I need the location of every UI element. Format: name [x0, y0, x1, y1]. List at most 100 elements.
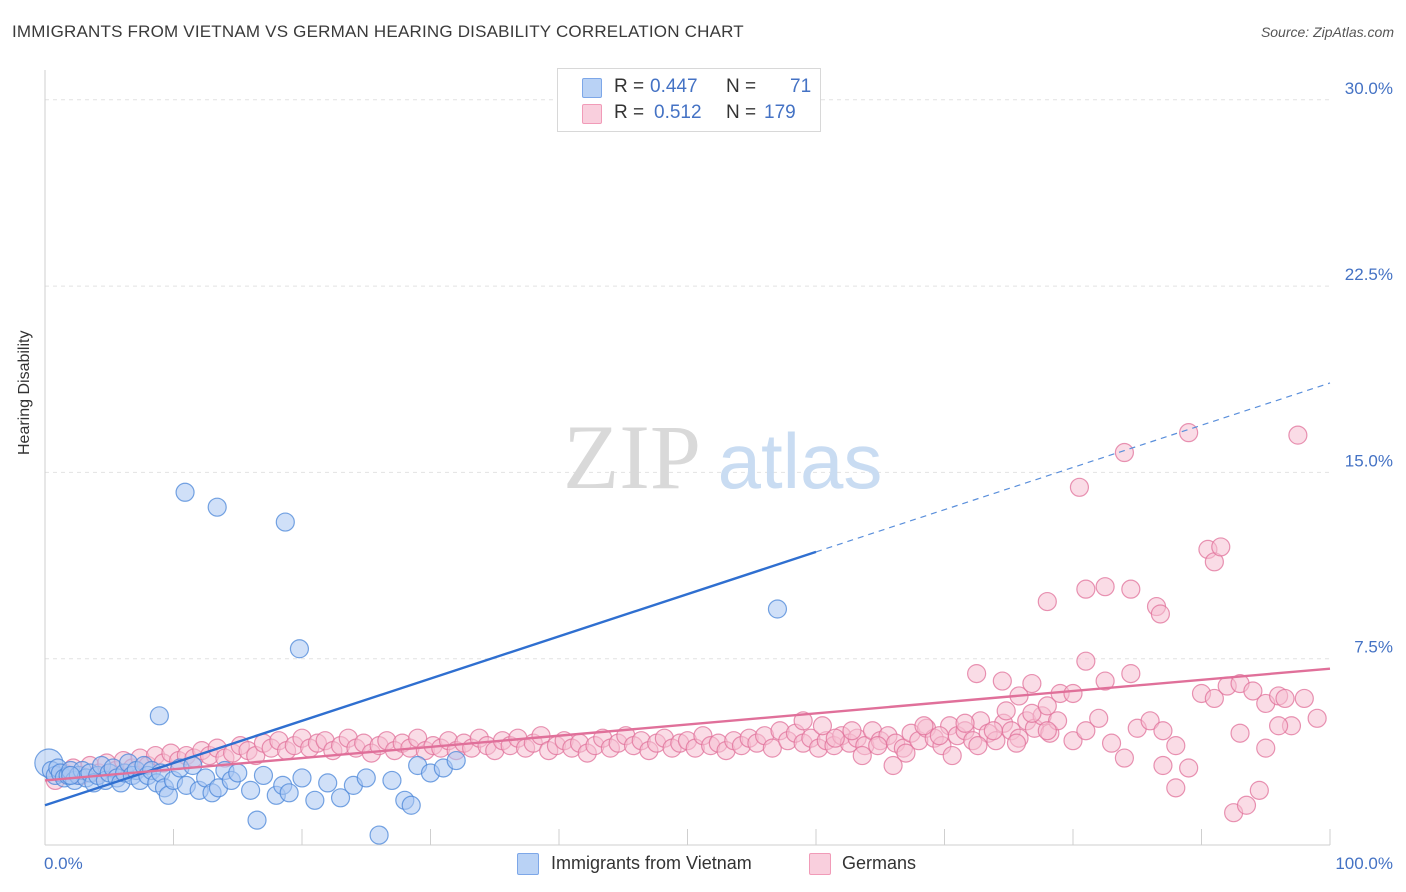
vietnam-point	[279, 783, 299, 803]
watermark-zip: ZIP	[563, 406, 701, 508]
legend-r-value: 0.512	[654, 102, 702, 123]
vietnam-point	[318, 773, 338, 793]
germans-point	[852, 745, 872, 766]
germans-point	[1037, 696, 1057, 716]
germans-point	[868, 736, 888, 756]
grid-lines	[45, 99, 1330, 660]
germans-point	[1268, 716, 1289, 736]
germans-point	[1288, 425, 1308, 445]
vietnam-point	[228, 763, 248, 783]
source-credit: Source: ZipAtlas.com	[1260, 24, 1394, 40]
vietnam-point	[382, 770, 402, 791]
germans-point	[996, 701, 1016, 721]
germans-point	[968, 736, 988, 756]
germans-point	[825, 728, 845, 748]
vietnam-point	[369, 825, 389, 845]
zipatlas-watermark: ZIP atlas	[563, 406, 882, 508]
y-tick-label: 22.5%	[1345, 265, 1393, 284]
germans-point	[896, 743, 916, 763]
vietnam-point	[292, 768, 312, 788]
legend-r-label: R =	[614, 76, 645, 97]
germans-point	[1275, 688, 1295, 709]
y-axis-label: Hearing Disability	[16, 330, 33, 456]
series-label-vietnam: Immigrants from Vietnam	[551, 853, 752, 873]
germans-point	[1095, 577, 1115, 597]
legend-swatch-germans	[582, 104, 602, 124]
y-tick-label: 15.0%	[1345, 451, 1393, 470]
germans-point	[1243, 681, 1263, 701]
germans-point	[883, 755, 903, 776]
y-tick-label: 30.0%	[1345, 79, 1393, 98]
vietnam-point	[305, 790, 325, 810]
germans-point	[1114, 748, 1135, 768]
germans-point	[1166, 778, 1186, 798]
germans-point	[983, 721, 1003, 741]
legend-row-germans: R = 0.512 N = 179	[558, 101, 820, 127]
germans-point	[1179, 758, 1199, 778]
legend-r-value: 0.447	[650, 76, 698, 97]
series-label-germans: Germans	[842, 853, 917, 873]
germans-point	[1037, 591, 1057, 612]
germans-point	[1022, 703, 1042, 723]
vietnam-point	[275, 512, 295, 532]
germans-point	[1230, 723, 1250, 743]
germans-point	[942, 745, 962, 766]
germans-point	[1121, 664, 1141, 684]
germans-point	[1249, 780, 1269, 800]
vietnam-point	[61, 765, 81, 786]
germans-point	[1204, 688, 1224, 709]
germans-point	[1140, 711, 1160, 731]
germans-point	[1153, 721, 1173, 741]
germans-point	[1153, 755, 1173, 776]
vietnam-point	[175, 482, 195, 502]
germans-point	[1179, 423, 1199, 443]
germans-point	[793, 711, 813, 731]
vietnam-point	[289, 639, 310, 659]
germans-point	[992, 671, 1012, 691]
series-swatch-vietnam	[517, 853, 539, 875]
vietnam-point	[356, 768, 376, 788]
germans-point	[1022, 673, 1042, 694]
germans-point	[762, 738, 782, 758]
vietnam-trend-line	[44, 550, 817, 807]
germans-point	[842, 721, 862, 741]
watermark-atlas: atlas	[718, 417, 883, 505]
germans-point	[1006, 733, 1027, 753]
germans-point	[1307, 708, 1327, 728]
germans-point	[1121, 579, 1141, 599]
germans-point	[1294, 688, 1314, 709]
x-tick-label: 0.0%	[44, 854, 83, 873]
correlation-legend: R = 0.447 N = 71 R = 0.512 N = 179	[557, 68, 821, 132]
chart-title: IMMIGRANTS FROM VIETNAM VS GERMAN HEARIN…	[12, 22, 744, 41]
legend-n-value: 179	[764, 102, 796, 123]
germans-point	[812, 716, 833, 736]
germans-point	[1076, 579, 1096, 599]
germans-point	[1095, 671, 1115, 691]
germans-point	[967, 664, 987, 684]
germans-trend-line	[44, 667, 1331, 782]
vietnam-point	[247, 810, 267, 830]
vietnam-point	[253, 765, 274, 786]
germans-point	[1063, 683, 1083, 704]
vietnam-point	[767, 599, 788, 619]
legend-n-label: N =	[726, 102, 757, 123]
germans-point	[1256, 738, 1276, 758]
trend-lines	[44, 382, 1331, 807]
germans-point	[1069, 477, 1090, 497]
vietnam-point	[401, 795, 421, 815]
germans-point	[929, 726, 949, 746]
vietnam-point	[149, 706, 169, 726]
vietnam-trend-extension	[815, 382, 1331, 553]
vietnam-point	[446, 750, 466, 771]
germans-point	[1076, 651, 1096, 671]
germans-point	[1089, 708, 1109, 728]
germans-point	[1063, 731, 1083, 751]
legend-row-vietnam: R = 0.447 N = 71	[558, 75, 820, 101]
germans-point	[1101, 733, 1122, 753]
germans-point	[1076, 721, 1096, 741]
vietnam-point	[330, 788, 351, 808]
legend-n-label: N =	[726, 76, 757, 97]
germans-point	[914, 716, 934, 736]
vietnam-point	[241, 780, 261, 800]
